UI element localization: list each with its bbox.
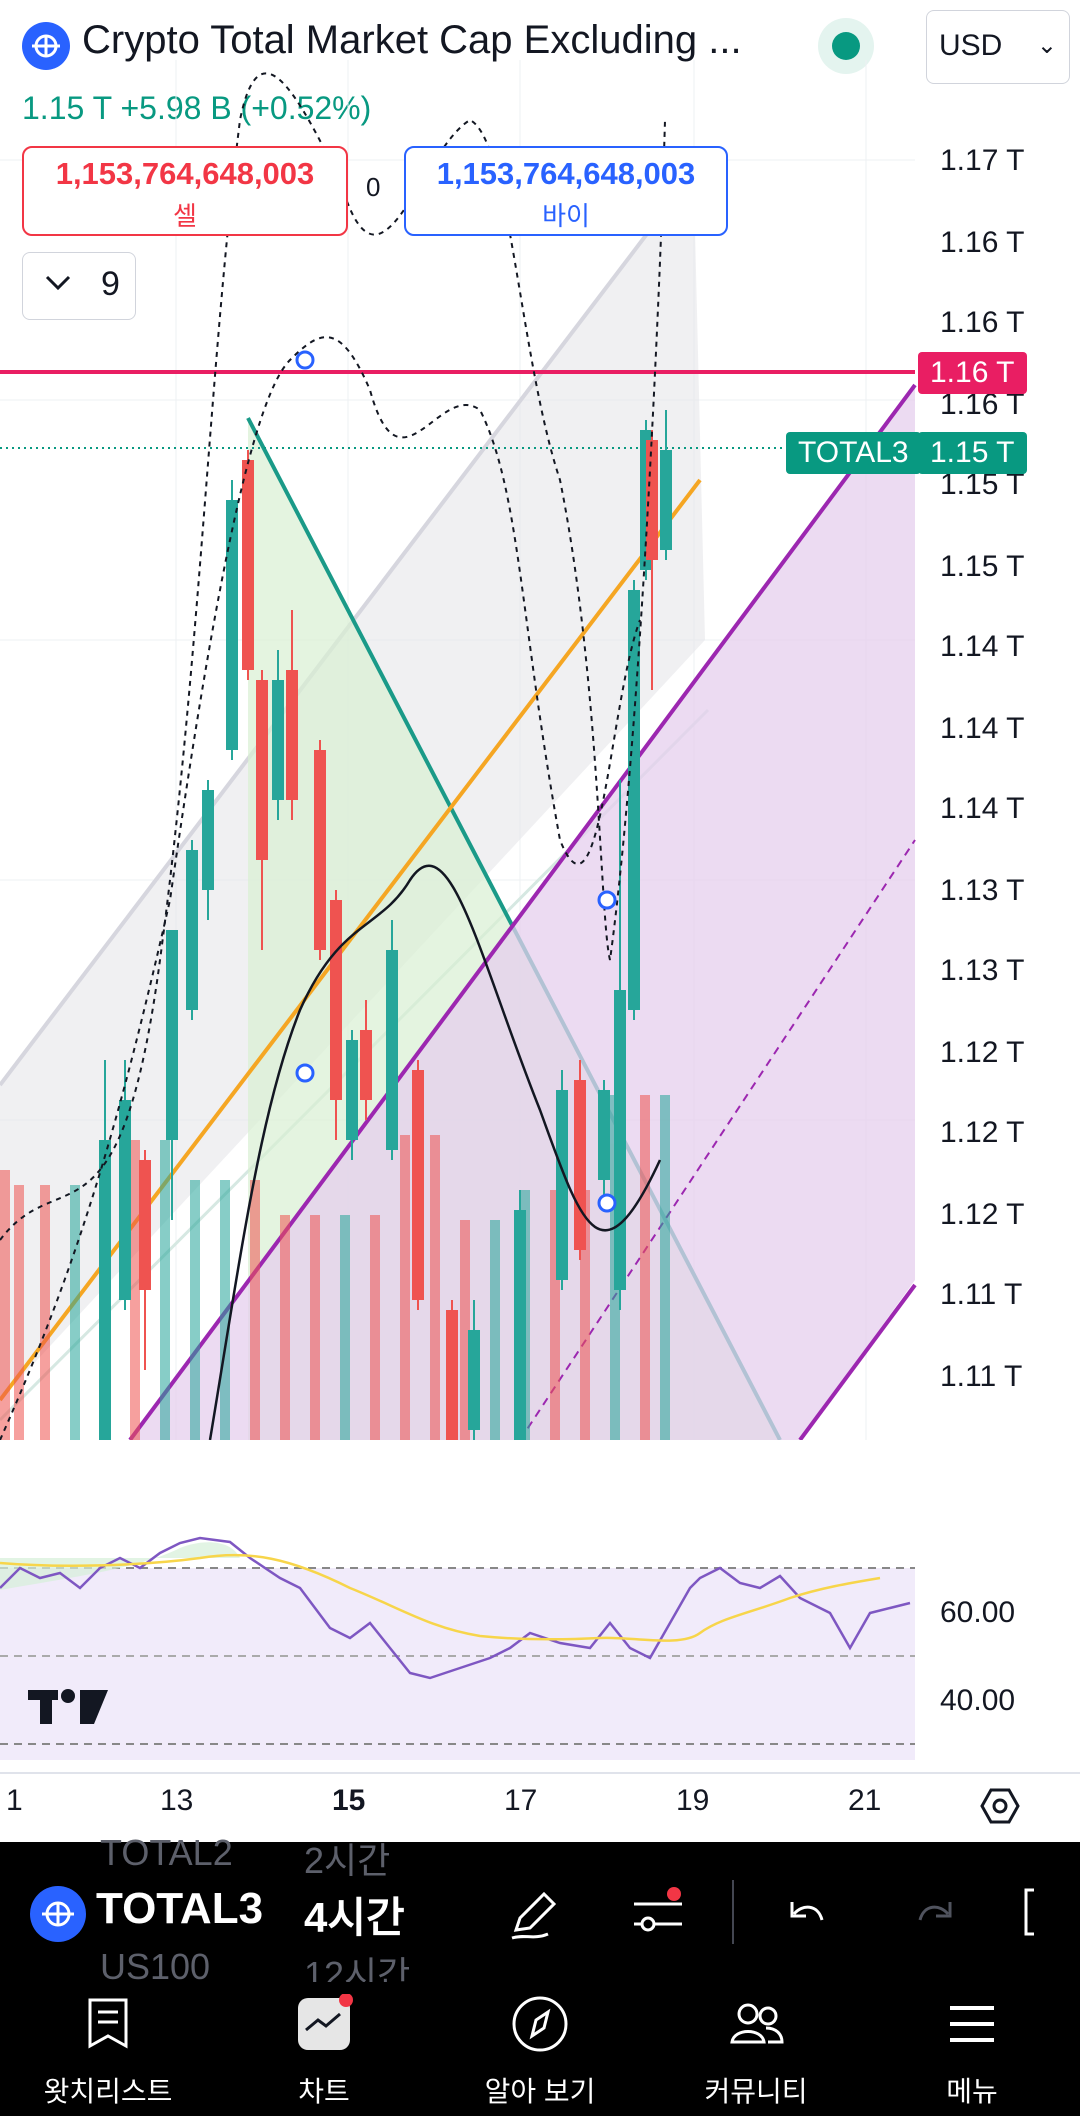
price-axis-label: 1.16 T xyxy=(940,306,1025,339)
price-axis-label: 1.12 T xyxy=(940,1198,1025,1231)
price-change: 1.15 T +5.98 B (+0.52%) xyxy=(22,90,372,126)
lower-band-line xyxy=(0,336,641,1440)
currency-select[interactable]: USD ⌄ xyxy=(926,10,1070,84)
price-chart[interactable] xyxy=(0,60,1080,1440)
interval-selector[interactable]: 4시간 xyxy=(304,1894,405,1941)
tradingview-logo-icon xyxy=(28,1684,112,1733)
time-axis-label: 1 xyxy=(6,1784,23,1817)
sell-button[interactable]: 1,153,764,648,003 셀 xyxy=(22,146,348,236)
currency-value: USD xyxy=(939,29,1003,62)
undo-icon[interactable] xyxy=(778,1884,838,1944)
chart-title[interactable]: Crypto Total Market Cap Excluding ... xyxy=(82,18,742,62)
toolbar-divider xyxy=(732,1880,734,1944)
market-open-dot-icon xyxy=(832,32,860,60)
price-axis-label: 1.13 T xyxy=(940,874,1025,907)
buy-label: 바이 xyxy=(542,201,590,231)
bottom-navigation: 왓치리스트 차트 알아 보기 커뮤니티 메뉴 xyxy=(0,1982,1080,2116)
chart-header: Crypto Total Market Cap Excluding ... US… xyxy=(0,0,1080,150)
nav-label: 알아 보기 xyxy=(484,2076,596,2107)
watchlist-icon xyxy=(78,1994,138,2054)
price-axis-label: 1.12 T xyxy=(940,1036,1025,1069)
next-symbol[interactable]: US100 xyxy=(100,1946,211,1987)
pivot-marker xyxy=(597,1193,617,1213)
chevron-down-icon xyxy=(43,267,73,304)
chart-icon xyxy=(294,1993,354,2054)
time-axis-label: 19 xyxy=(676,1784,710,1817)
price-axis-label: 1.14 T xyxy=(940,712,1025,745)
moving-average-line xyxy=(208,864,662,1440)
nav-explore[interactable]: 알아 보기 xyxy=(432,1992,648,2112)
rsi-ma-line xyxy=(0,1553,881,1642)
price-axis-label: 1.16 T xyxy=(940,226,1025,259)
redo-icon[interactable] xyxy=(904,1884,964,1944)
price-axis-label: 1.15 T xyxy=(940,550,1025,583)
chevron-down-icon: ⌄ xyxy=(1036,32,1057,59)
last-price-badge[interactable]: 1.15 T xyxy=(918,432,1027,474)
symbol-logo-icon xyxy=(30,1886,86,1942)
buy-price: 1,153,764,648,003 xyxy=(436,156,696,191)
indicators-toggle-button[interactable]: 9 xyxy=(22,252,136,320)
nav-community[interactable]: 커뮤니티 xyxy=(648,1992,864,2112)
level-price-badge[interactable]: 1.16 T xyxy=(918,352,1027,394)
pivot-marker xyxy=(597,890,617,910)
symbol-badge[interactable]: TOTAL3 xyxy=(786,432,921,474)
compass-icon xyxy=(510,1994,570,2054)
time-axis-label: 13 xyxy=(160,1784,194,1817)
indicator-settings-sliders-icon[interactable] xyxy=(628,1884,688,1944)
price-axis-label: 1.11 T xyxy=(940,1360,1023,1393)
nav-watchlist[interactable]: 왓치리스트 xyxy=(0,1992,216,2112)
previous-symbol[interactable]: TOTAL2 xyxy=(100,1832,233,1873)
pivot-marker xyxy=(295,1063,315,1083)
rsi-axis-label: 60.00 xyxy=(940,1596,1016,1629)
sell-price: 1,153,764,648,003 xyxy=(55,156,315,191)
menu-icon xyxy=(942,1994,1002,2054)
candlesticks xyxy=(99,410,672,1440)
nav-label: 차트 xyxy=(298,2076,350,2107)
pivot-marker xyxy=(295,350,315,370)
time-axis-label: 21 xyxy=(848,1784,882,1817)
rsi-axis-label: 40.00 xyxy=(940,1684,1016,1717)
price-axis-label: 1.17 T xyxy=(940,144,1025,177)
market-status-indicator[interactable] xyxy=(818,18,874,74)
symbol-selector[interactable]: TOTAL3 xyxy=(96,1884,264,1933)
spread-value: 0 xyxy=(366,172,381,202)
buy-button[interactable]: 1,153,764,648,003 바이 xyxy=(404,146,728,236)
trend-line xyxy=(0,478,702,1402)
community-icon xyxy=(726,1994,786,2054)
nav-menu[interactable]: 메뉴 xyxy=(864,1992,1080,2112)
nav-label: 왓치리스트 xyxy=(43,2076,173,2107)
drawing-tools-pencil-icon[interactable] xyxy=(504,1884,564,1944)
price-axis-label: 1.14 T xyxy=(940,792,1025,825)
nav-chart[interactable]: 차트 xyxy=(216,1992,432,2112)
fullscreen-icon[interactable] xyxy=(1020,1884,1080,1944)
sell-label: 셀 xyxy=(173,201,197,231)
previous-interval[interactable]: 2시간 xyxy=(304,1840,391,1881)
price-axis-label: 1.14 T xyxy=(940,630,1025,663)
settings-icon[interactable] xyxy=(980,1786,1020,1826)
symbol-logo-icon xyxy=(22,22,70,70)
price-axis-label: 1.11 T xyxy=(940,1278,1023,1311)
nav-label: 메뉴 xyxy=(946,2076,998,2107)
indicators-count: 9 xyxy=(101,265,120,303)
rsi-line xyxy=(0,1536,911,1680)
time-axis-label: 15 xyxy=(332,1784,366,1817)
time-axis-label: 17 xyxy=(504,1784,538,1817)
chart-toolbar: TOTAL2 US100 2시간 12시간 TOTAL3 4시간 xyxy=(0,1832,1080,1995)
rsi-pane[interactable] xyxy=(0,1528,1080,1760)
price-axis-label: 1.12 T xyxy=(940,1116,1025,1149)
price-axis-label: 1.13 T xyxy=(940,954,1025,987)
nav-label: 커뮤니티 xyxy=(704,2076,808,2107)
